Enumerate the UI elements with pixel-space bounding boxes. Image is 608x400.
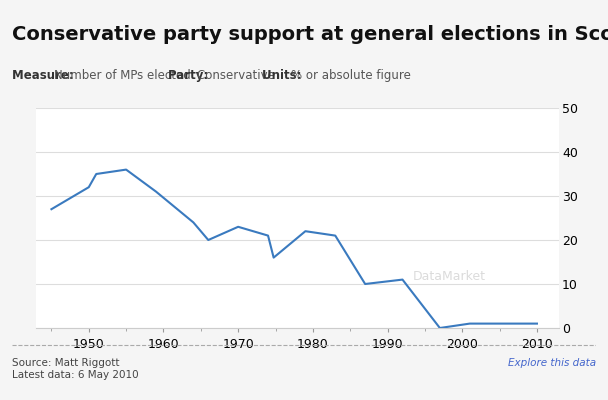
Text: Conservative party support at general elections in Scotland: Conservative party support at general el… [12, 25, 608, 44]
Text: Party:: Party: [168, 69, 212, 82]
Text: % or absolute figure: % or absolute figure [291, 69, 411, 82]
Text: Measure:: Measure: [12, 69, 78, 82]
Text: Conservative: Conservative [197, 69, 283, 82]
Text: Units:: Units: [262, 69, 306, 82]
Text: Number of MPs elected: Number of MPs elected [54, 69, 198, 82]
Text: DataMarket: DataMarket [413, 270, 486, 282]
Text: Explore this data: Explore this data [508, 358, 596, 368]
Text: Source: Matt Riggott
Latest data: 6 May 2010: Source: Matt Riggott Latest data: 6 May … [12, 358, 139, 380]
